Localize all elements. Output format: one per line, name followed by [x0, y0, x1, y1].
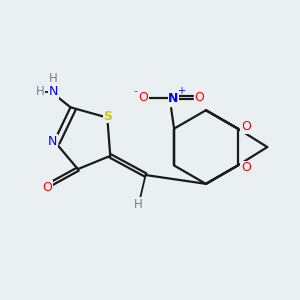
- Text: O: O: [194, 91, 204, 104]
- Text: H: H: [36, 85, 44, 98]
- Text: O: O: [241, 120, 251, 133]
- Text: O: O: [42, 181, 52, 194]
- Text: -: -: [133, 86, 137, 96]
- Text: N: N: [49, 85, 58, 98]
- Text: N: N: [168, 92, 179, 105]
- Text: O: O: [138, 91, 148, 104]
- Text: N: N: [48, 135, 58, 148]
- Text: H: H: [49, 72, 58, 85]
- Text: +: +: [176, 86, 184, 96]
- Text: O: O: [241, 161, 251, 174]
- Text: S: S: [103, 110, 112, 123]
- Text: H: H: [134, 198, 142, 211]
